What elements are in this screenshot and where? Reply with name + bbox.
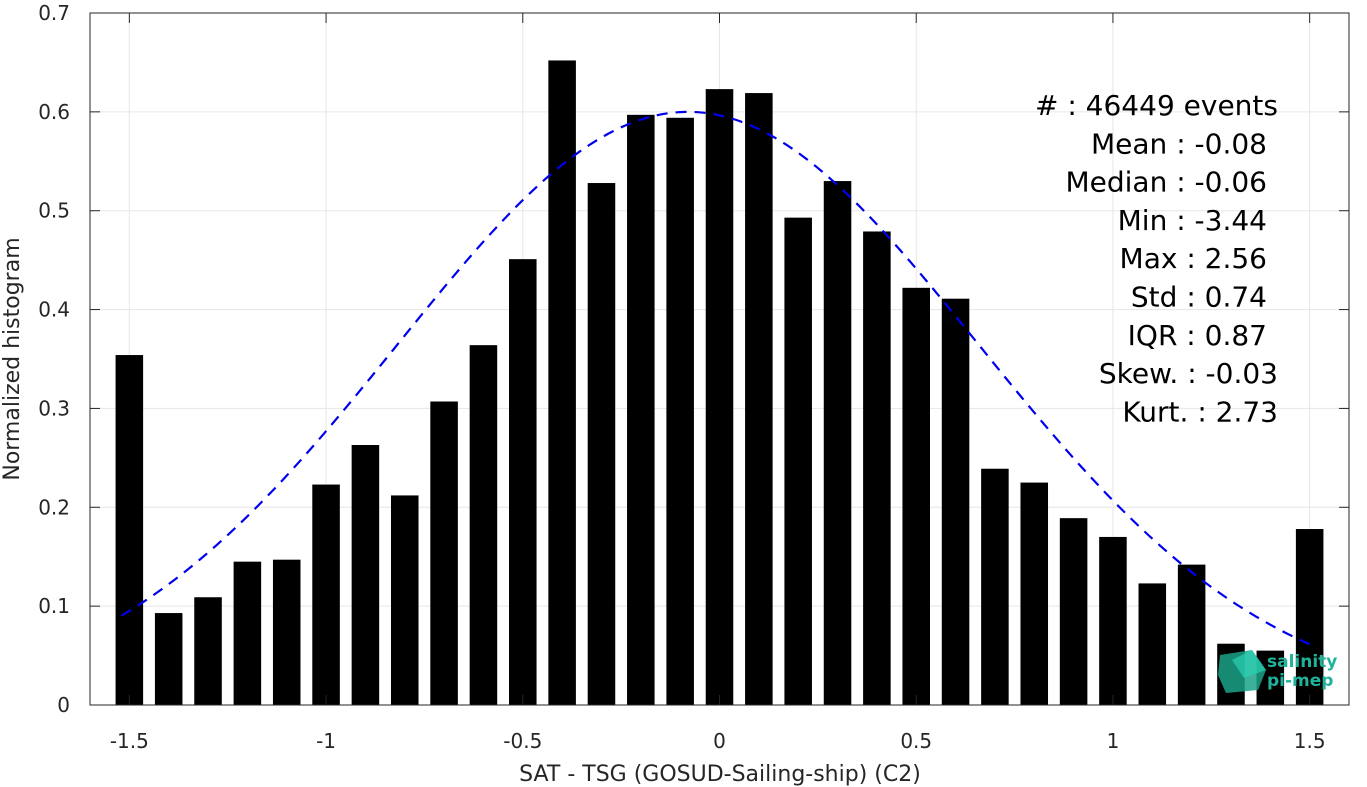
histogram-bar — [390, 495, 419, 705]
histogram-bar — [1295, 529, 1324, 705]
stat-line: Std : 0.74 — [1131, 281, 1267, 314]
y-tick-label: 0.4 — [38, 298, 70, 322]
y-tick-label: 0.5 — [38, 199, 70, 223]
histogram-bar — [351, 445, 380, 705]
histogram-bar — [863, 231, 891, 705]
histogram-bar — [941, 298, 970, 705]
y-tick-label: 0.6 — [38, 100, 70, 124]
stat-line: Kurt. : 2.73 — [1122, 395, 1278, 428]
stat-line: Median : -0.06 — [1065, 166, 1267, 199]
histogram-bar — [154, 613, 183, 705]
axis-ticks — [90, 12, 1349, 706]
y-tick-label: 0.7 — [38, 1, 70, 25]
histogram-bar — [272, 559, 301, 705]
histogram-bar — [666, 117, 694, 705]
histogram-bar — [469, 345, 498, 705]
gaussian-fit-curve — [120, 110, 1311, 646]
histogram-bar — [1138, 583, 1167, 705]
y-tick-labels: 0 0.1 0.2 0.3 0.4 0.5 0.6 0.7 — [38, 1, 70, 717]
histogram-bar — [509, 259, 537, 705]
histogram-bar — [745, 93, 773, 706]
x-axis-title: SAT - TSG (GOSUD-Sailing-ship) (C2) — [519, 762, 921, 787]
histogram-bar — [587, 183, 616, 705]
histogram-bar — [981, 468, 1009, 705]
histogram-bar — [823, 181, 852, 706]
stat-line: Skew. : -0.03 — [1099, 357, 1278, 390]
histogram-bar — [1059, 518, 1088, 705]
x-tick-label: -0.5 — [503, 729, 542, 753]
logo-shape-facet — [1232, 650, 1266, 678]
histogram-bar — [627, 114, 655, 705]
y-tick-label: 0.3 — [38, 396, 70, 420]
histogram-bar — [115, 355, 144, 705]
histogram-bar — [784, 217, 812, 706]
stat-line: IQR : 0.87 — [1128, 319, 1267, 352]
histogram-bar — [1020, 482, 1049, 705]
histogram-bar — [1177, 564, 1206, 705]
histogram-bar — [705, 89, 734, 706]
stat-line: Max : 2.56 — [1120, 242, 1267, 275]
histogram-bar — [1099, 536, 1127, 705]
y-tick-label: 0 — [57, 693, 70, 717]
x-tick-label: 1 — [1107, 729, 1120, 753]
salinity-pi-mep-logo: salinity pi-mep — [1218, 650, 1337, 693]
stat-line: # : 46449 events — [1035, 89, 1278, 122]
stat-line: Mean : -0.08 — [1091, 127, 1267, 160]
logo-text-line1: salinity — [1267, 652, 1337, 672]
x-tick-label: -1.5 — [110, 729, 149, 753]
histogram-bar — [312, 484, 340, 705]
y-axis-title: Normalized histogram — [0, 237, 25, 480]
histogram-bars — [115, 60, 1324, 706]
y-tick-label: 0.1 — [38, 594, 70, 618]
histogram-bar — [902, 287, 930, 705]
x-tick-label: 1.5 — [1294, 729, 1326, 753]
logo-text-line2: pi-mep — [1267, 671, 1333, 691]
x-tick-label: 0.5 — [900, 729, 932, 753]
x-tick-labels: -1.5 -1 -0.5 0 0.5 1 1.5 — [110, 729, 1326, 753]
histogram-bar — [548, 60, 576, 706]
statistics-box: # : 46449 events Mean : -0.08 Median : -0.… — [1035, 89, 1278, 428]
x-tick-label: -1 — [316, 729, 336, 753]
histogram-bar — [233, 561, 262, 705]
histogram-bar — [194, 597, 222, 705]
histogram-bar — [430, 401, 458, 705]
stat-line: Min : -3.44 — [1118, 204, 1267, 237]
y-tick-label: 0.2 — [38, 495, 70, 519]
x-tick-label: 0 — [713, 729, 726, 753]
